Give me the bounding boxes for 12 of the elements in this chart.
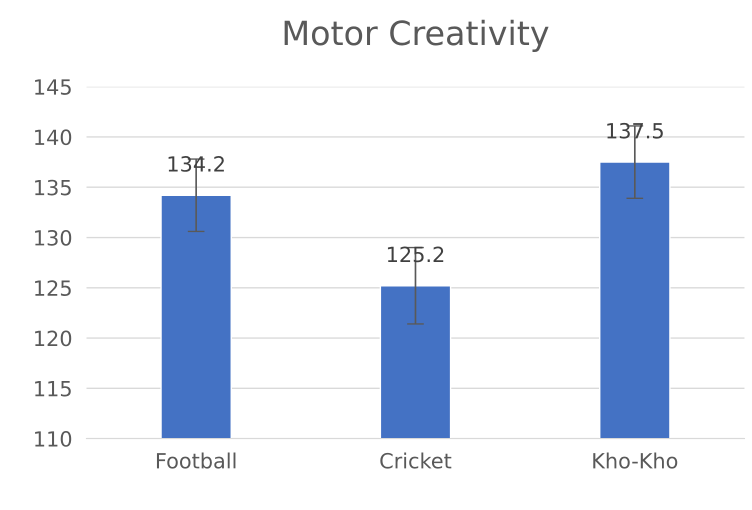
- chart-title: Motor Creativity: [284, 20, 549, 52]
- y-tick-label: 115: [35, 381, 71, 397]
- y-tick-label: 120: [35, 330, 72, 346]
- y-tick-label: 130: [35, 230, 72, 246]
- x-tick-label: Cricket: [380, 452, 452, 469]
- x-tick-label: Football: [156, 452, 236, 469]
- x-tick-label: Kho-Kho: [593, 452, 678, 469]
- y-tick-label: 140: [35, 129, 72, 146]
- y-tick-label: 110: [35, 431, 72, 447]
- y-tick-label: 145: [35, 79, 71, 95]
- y-tick-label: 135: [35, 180, 71, 196]
- y-tick-label: 125: [35, 280, 71, 296]
